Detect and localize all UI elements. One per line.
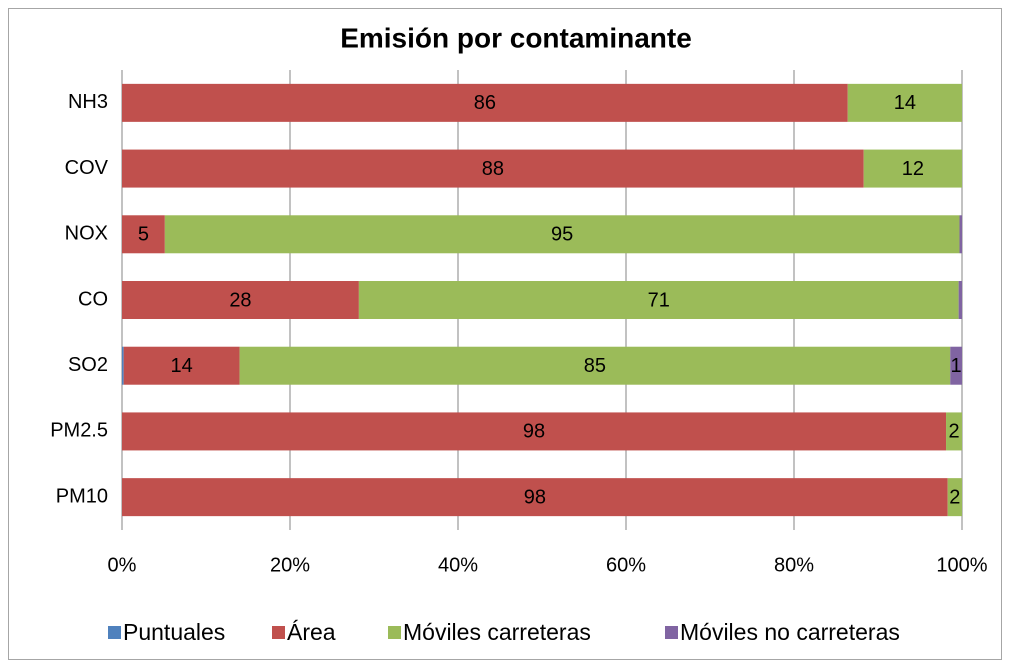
- data-label: 28: [229, 289, 251, 311]
- data-label: 98: [523, 421, 545, 443]
- x-tick-label: 40%: [438, 554, 478, 576]
- bar-segment: [122, 478, 948, 517]
- y-tick-label: CO: [78, 288, 108, 310]
- data-label: 2: [949, 486, 960, 508]
- bar-segment: [164, 215, 960, 254]
- x-tick-label: 0%: [108, 554, 137, 576]
- data-label: 86: [474, 92, 496, 114]
- data-label: 71: [648, 289, 670, 311]
- data-label: 2: [948, 421, 959, 443]
- legend-label: Móviles no carreteras: [680, 619, 900, 645]
- data-label: 95: [551, 224, 573, 246]
- bar-segment: [123, 346, 240, 385]
- data-label: 5: [138, 224, 149, 246]
- bar-segment: [847, 83, 962, 122]
- bar-segment: [122, 215, 165, 254]
- bar-segment: [950, 346, 962, 385]
- legend-swatch: [272, 626, 285, 639]
- data-label: 88: [482, 158, 504, 180]
- data-label: 14: [894, 92, 916, 114]
- x-tick-label: 20%: [270, 554, 310, 576]
- legend-swatch: [665, 626, 678, 639]
- y-tick-label: NH3: [68, 91, 108, 113]
- bar-segment: [122, 83, 848, 122]
- bar-segment: [863, 149, 962, 188]
- bar-segment: [946, 412, 962, 451]
- data-label: 98: [524, 486, 546, 508]
- y-tick-label: SO2: [68, 354, 108, 376]
- data-label: 14: [171, 355, 193, 377]
- legend-label: Puntuales: [123, 619, 225, 645]
- bar-segment: [959, 215, 962, 254]
- data-label: 1: [951, 355, 962, 377]
- y-tick-label: PM10: [56, 485, 108, 507]
- data-label: 12: [902, 158, 924, 180]
- legend-swatch: [108, 626, 121, 639]
- bar-segment: [958, 281, 962, 319]
- bar-segment: [122, 149, 864, 188]
- bar-segment: [358, 281, 959, 319]
- legend-label: Área: [287, 619, 336, 645]
- x-tick-label: 60%: [606, 554, 646, 576]
- legend-swatch: [388, 626, 401, 639]
- bar-segment: [239, 346, 951, 385]
- y-tick-label: COV: [65, 157, 109, 179]
- bar-segment: [122, 281, 359, 319]
- y-tick-label: NOX: [65, 223, 108, 245]
- bar-segment: [122, 412, 947, 451]
- legend-label: Móviles carreteras: [403, 619, 591, 645]
- y-tick-label: PM2.5: [50, 420, 108, 442]
- bar-segment: [122, 346, 124, 385]
- x-tick-label: 80%: [774, 554, 814, 576]
- chart-title: Emisión por contaminante: [340, 22, 692, 53]
- bar-segment: [947, 478, 962, 517]
- x-tick-label: 100%: [936, 554, 987, 576]
- data-label: 85: [584, 355, 606, 377]
